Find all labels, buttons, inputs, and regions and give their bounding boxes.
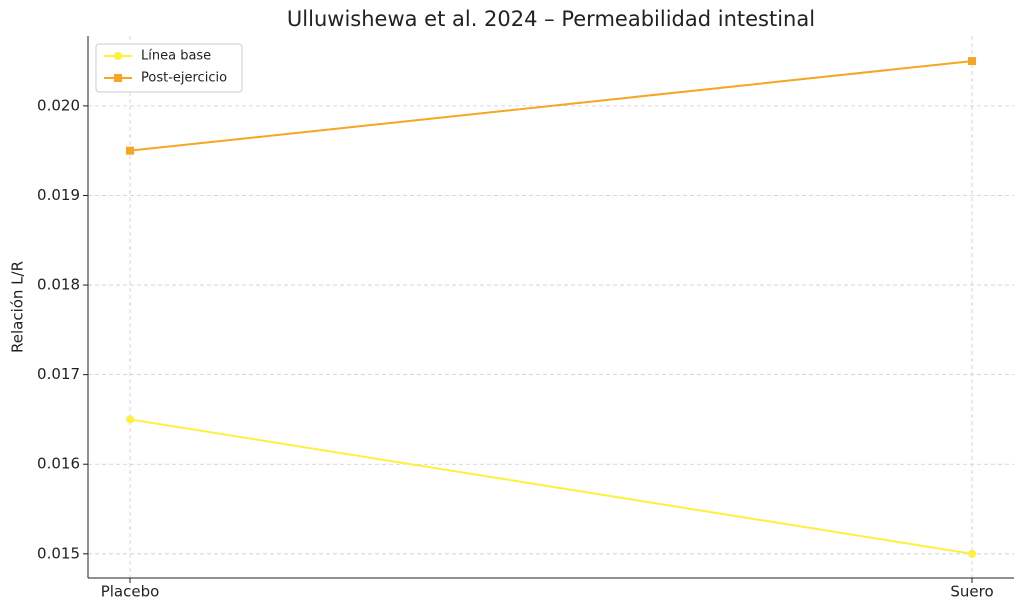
y-axis-label: Relación L/R bbox=[9, 261, 27, 353]
y-tick-label: 0.016 bbox=[37, 455, 80, 473]
legend-label: Línea base bbox=[141, 49, 211, 64]
marker bbox=[114, 52, 122, 60]
legend-label: Post-ejercicio bbox=[141, 71, 227, 86]
x-tick-label: Suero bbox=[950, 583, 993, 601]
marker bbox=[114, 74, 122, 82]
marker bbox=[126, 146, 134, 155]
y-tick-label: 0.017 bbox=[37, 365, 80, 383]
x-tick-label: Placebo bbox=[101, 583, 160, 601]
chart-title: Ulluwishewa et al. 2024 – Permeabilidad … bbox=[287, 7, 815, 31]
marker bbox=[968, 57, 976, 66]
marker bbox=[968, 549, 976, 558]
y-tick-label: 0.019 bbox=[37, 186, 80, 204]
y-tick-label: 0.020 bbox=[37, 96, 80, 114]
y-tick-label: 0.018 bbox=[37, 276, 80, 294]
y-tick-label: 0.015 bbox=[37, 544, 80, 562]
legend: Línea base Post-ejercicio bbox=[95, 43, 243, 93]
line bbox=[129, 60, 973, 152]
line bbox=[129, 418, 973, 555]
legend-box bbox=[95, 43, 243, 93]
marker bbox=[126, 415, 134, 424]
